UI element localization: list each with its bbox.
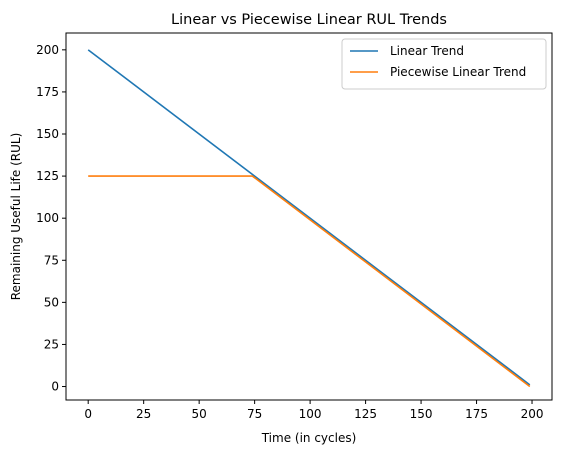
x-tick-label: 150 bbox=[410, 407, 433, 421]
x-tick-label: 75 bbox=[247, 407, 262, 421]
legend: Linear Trend Piecewise Linear Trend bbox=[341, 38, 547, 90]
y-tick-label: 25 bbox=[44, 337, 59, 351]
y-tick-label: 150 bbox=[36, 127, 59, 141]
series-lines bbox=[87, 49, 531, 388]
y-tick-label: 75 bbox=[44, 253, 59, 267]
series-line-1 bbox=[87, 49, 531, 386]
y-tick-label: 50 bbox=[44, 295, 59, 309]
x-tick-label: 125 bbox=[354, 407, 377, 421]
chart-title: Linear vs Piecewise Linear RUL Trends bbox=[171, 12, 447, 28]
plot-area bbox=[65, 32, 553, 401]
legend-label-2: Piecewise Linear Trend bbox=[390, 65, 526, 79]
y-tick-label: 0 bbox=[51, 380, 59, 394]
y-tick-label: 125 bbox=[36, 169, 59, 183]
series-line-2 bbox=[88, 175, 531, 388]
x-tick-label: 100 bbox=[299, 407, 322, 421]
y-tick-label: 100 bbox=[36, 211, 59, 225]
y-axis-ticks: 0 25 50 75 100 125 150 175 200 bbox=[36, 43, 66, 394]
legend-label-1: Linear Trend bbox=[390, 44, 464, 58]
x-tick-label: 25 bbox=[136, 407, 151, 421]
x-axis-ticks: 0 25 50 75 100 125 150 175 200 bbox=[84, 400, 543, 421]
x-axis-label: Time (in cycles) bbox=[261, 431, 357, 445]
y-tick-label: 200 bbox=[36, 43, 59, 57]
y-tick-label: 175 bbox=[36, 85, 59, 99]
x-tick-label: 200 bbox=[521, 407, 544, 421]
y-axis-label: Remaining Useful Life (RUL) bbox=[9, 133, 23, 301]
legend-box bbox=[341, 38, 547, 90]
x-tick-label: 175 bbox=[465, 407, 488, 421]
x-tick-label: 50 bbox=[192, 407, 207, 421]
x-tick-label: 0 bbox=[84, 407, 92, 421]
